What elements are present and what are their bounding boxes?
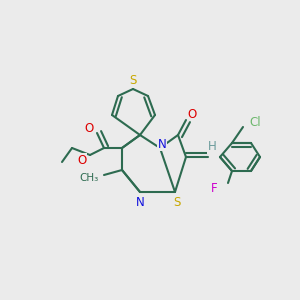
Text: S: S — [173, 196, 181, 208]
Text: H: H — [208, 140, 216, 154]
Text: N: N — [136, 196, 144, 208]
Text: CH₃: CH₃ — [80, 173, 99, 183]
Text: S: S — [129, 74, 137, 88]
Text: Cl: Cl — [249, 116, 261, 128]
Text: N: N — [158, 137, 166, 151]
Text: F: F — [211, 182, 217, 196]
Text: O: O — [188, 107, 196, 121]
Text: O: O — [77, 154, 87, 166]
Text: O: O — [84, 122, 94, 134]
